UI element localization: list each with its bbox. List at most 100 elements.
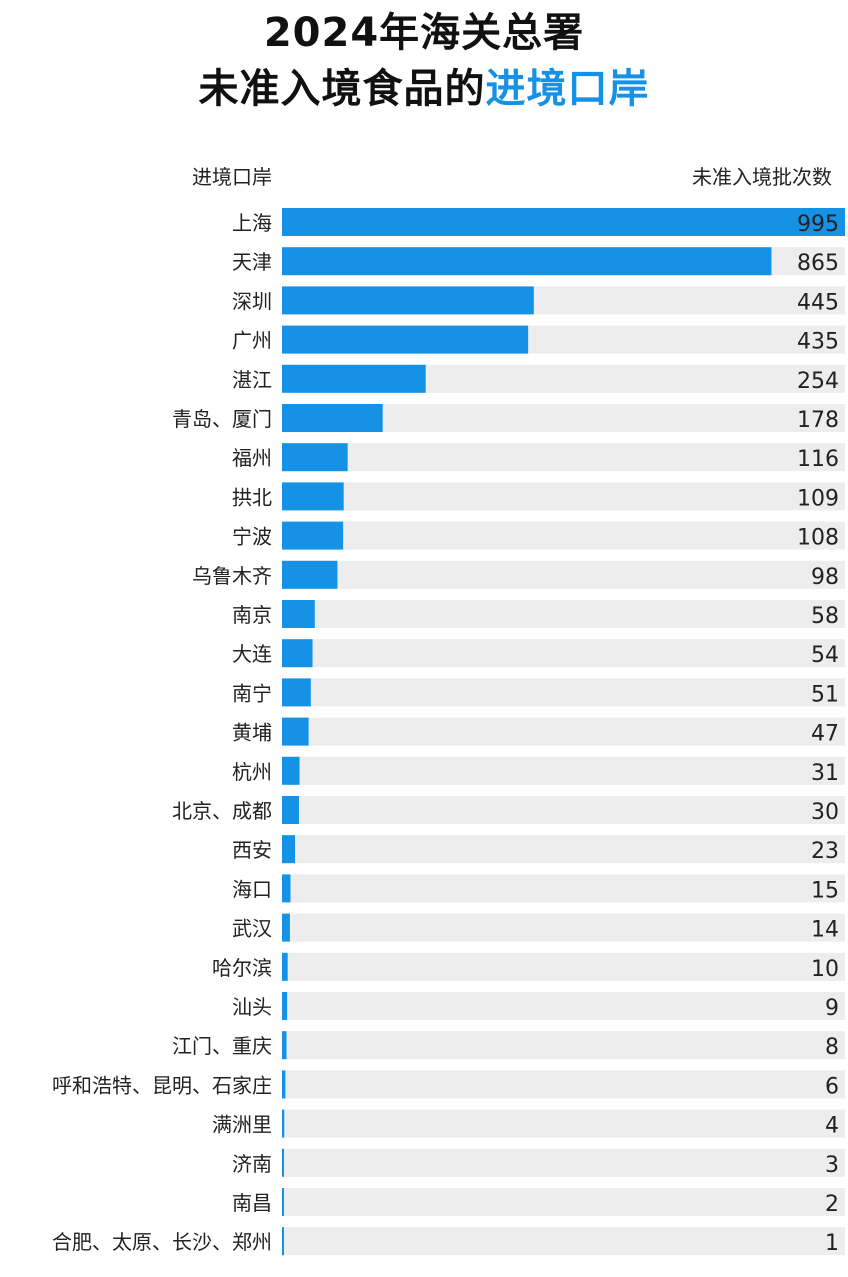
chart-title-line1: 2024年海关总署 <box>263 10 585 56</box>
bar <box>282 717 309 746</box>
bar-track <box>282 1227 845 1256</box>
category-label: 海口 <box>232 877 272 901</box>
bar <box>282 756 300 785</box>
value-label: 10 <box>811 957 839 982</box>
value-label: 14 <box>811 918 839 943</box>
category-column-header: 进境口岸 <box>192 165 272 189</box>
bar <box>282 1188 284 1216</box>
chart-title-line2: 未准入境食品的进境口岸 <box>0 64 848 114</box>
bar-track <box>282 482 845 511</box>
value-label: 435 <box>797 330 839 355</box>
bar-track <box>282 913 845 942</box>
value-label: 2 <box>825 1192 839 1217</box>
bar-track <box>282 952 845 981</box>
bar <box>282 1148 284 1177</box>
category-label: 深圳 <box>232 289 272 313</box>
bar-track <box>282 796 845 824</box>
value-label: 3 <box>825 1153 839 1178</box>
bar-track <box>282 717 845 746</box>
category-label: 西安 <box>232 838 272 862</box>
value-label: 31 <box>811 761 839 786</box>
bar <box>282 364 426 393</box>
bar <box>282 208 845 236</box>
value-label: 51 <box>811 682 839 707</box>
bar-track <box>282 560 845 589</box>
bar-track <box>282 835 845 864</box>
bar-track <box>282 756 845 785</box>
category-label: 拱北 <box>232 485 272 509</box>
value-label: 15 <box>811 878 839 903</box>
category-label: 济南 <box>232 1152 272 1176</box>
bar-track <box>282 639 845 668</box>
bar <box>282 1031 287 1060</box>
value-label: 254 <box>797 369 839 394</box>
bar <box>282 247 772 276</box>
bar <box>282 678 311 707</box>
bar-track <box>282 1148 845 1177</box>
category-label: 江门、重庆 <box>172 1034 272 1058</box>
value-label: 4 <box>825 1114 839 1139</box>
category-label: 乌鲁木齐 <box>192 564 272 588</box>
bar-track <box>282 443 845 472</box>
value-label: 995 <box>797 212 839 237</box>
category-label: 杭州 <box>232 760 272 784</box>
bar-track <box>282 600 845 628</box>
category-label: 合肥、太原、长沙、郑州 <box>52 1230 272 1254</box>
bar-track <box>282 1109 845 1138</box>
bar-track <box>282 1188 845 1216</box>
value-label: 23 <box>811 839 839 864</box>
bar <box>282 404 383 432</box>
value-label: 47 <box>811 722 839 747</box>
bar <box>282 1070 286 1099</box>
category-label: 北京、成都 <box>172 799 272 823</box>
category-label: 天津 <box>232 250 272 274</box>
bar-track <box>282 992 845 1020</box>
category-label: 湛江 <box>232 368 272 392</box>
category-label: 福州 <box>232 446 272 470</box>
category-label: 广州 <box>232 329 272 353</box>
bar <box>282 286 534 315</box>
value-label: 6 <box>825 1074 839 1099</box>
category-label: 黄埔 <box>232 721 272 745</box>
category-label: 汕头 <box>232 995 272 1019</box>
bar-track <box>282 678 845 707</box>
value-label: 58 <box>811 604 839 629</box>
bar <box>282 1227 284 1256</box>
value-label: 30 <box>811 800 839 825</box>
category-label: 哈尔滨 <box>212 956 272 980</box>
bar <box>282 325 529 354</box>
value-label: 108 <box>797 526 839 551</box>
category-label: 青岛、厦门 <box>172 407 272 431</box>
bar <box>282 835 296 864</box>
value-label: 116 <box>797 447 839 472</box>
bar <box>282 560 338 589</box>
category-label: 南京 <box>232 603 272 627</box>
category-label: 宁波 <box>232 525 272 549</box>
value-label: 109 <box>797 486 839 511</box>
bar-track <box>282 521 845 550</box>
bar <box>282 874 291 903</box>
value-label: 865 <box>797 251 839 276</box>
bar <box>282 913 290 942</box>
category-label: 南昌 <box>232 1191 272 1215</box>
bar <box>282 639 313 668</box>
bar <box>282 443 348 472</box>
category-label: 武汉 <box>232 917 272 941</box>
value-label: 178 <box>797 408 839 433</box>
category-label: 上海 <box>232 211 272 235</box>
value-label: 54 <box>811 643 839 668</box>
category-label: 呼和浩特、昆明、石家庄 <box>52 1073 272 1097</box>
bar <box>282 952 288 981</box>
value-label: 9 <box>825 996 839 1021</box>
bar <box>282 796 299 824</box>
bar-track <box>282 874 845 903</box>
category-label: 满洲里 <box>212 1113 272 1137</box>
chart-title-accent: 进境口岸 <box>485 66 650 112</box>
value-label: 445 <box>797 290 839 315</box>
bar-track <box>282 1070 845 1099</box>
value-column-header: 未准入境批次数 <box>692 165 832 189</box>
value-label: 98 <box>811 565 839 590</box>
bar <box>282 1109 285 1138</box>
bar <box>282 521 344 550</box>
